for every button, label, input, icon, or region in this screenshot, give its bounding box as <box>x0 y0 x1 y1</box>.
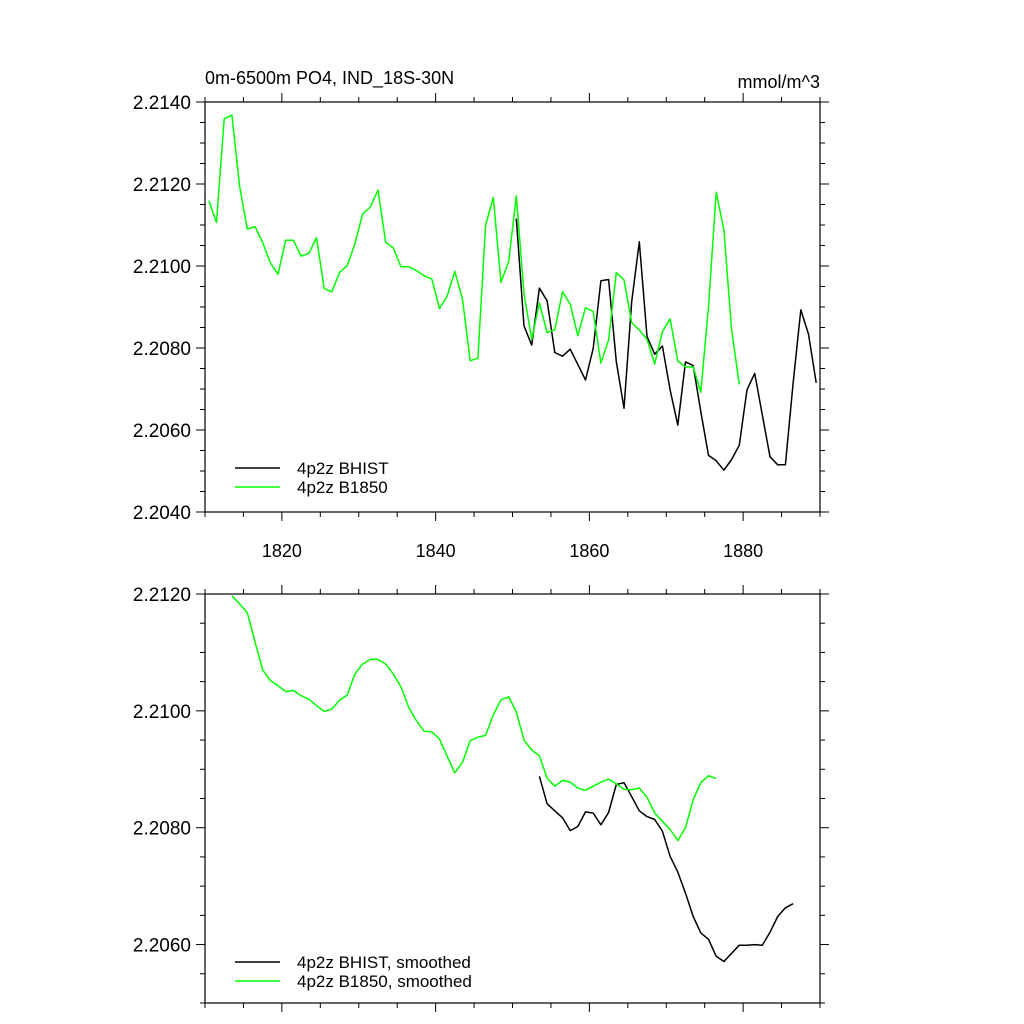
chart-title: 0m-6500m PO4, IND_18S-30N <box>205 68 454 89</box>
x-tick-label: 1880 <box>723 541 763 561</box>
legend-label: 4p2z BHIST, smoothed <box>297 953 471 972</box>
y-tick-label: 2.2120 <box>133 585 191 606</box>
legend-label: 4p2z BHIST <box>297 459 389 478</box>
series-line-0 <box>538 776 794 963</box>
x-tick-label: 1860 <box>569 541 609 561</box>
units-label: mmol/m^3 <box>738 72 820 92</box>
y-tick-label: 2.2140 <box>133 93 191 114</box>
y-tick-label: 2.2040 <box>133 503 191 524</box>
top-panel: 1820 1840 1860 1880 2.2040 2.2060 2.2080 2.2100… <box>133 93 829 561</box>
bottom-panel: 2.2060 2.2080 2.2100 2.2120 4p2z BHIST, smoo… <box>133 585 829 1012</box>
y-tick-label: 2.2080 <box>133 339 191 360</box>
legend-label: 4p2z B1850, smoothed <box>297 972 472 991</box>
plot-frame <box>204 101 821 513</box>
y-tick-label: 2.2060 <box>133 421 191 442</box>
plot-frame <box>204 593 821 1004</box>
series-line-1 <box>208 114 741 394</box>
y-tick-label: 2.2120 <box>133 175 191 196</box>
x-tick-label: 1820 <box>262 541 302 561</box>
y-tick-label: 2.2100 <box>133 257 191 278</box>
x-tick-label: 1840 <box>416 541 456 561</box>
y-tick-label: 2.2080 <box>133 819 191 840</box>
y-tick-label: 2.2100 <box>133 702 191 723</box>
series-line-0 <box>515 218 817 471</box>
legend-label: 4p2z B1850 <box>297 478 388 497</box>
y-tick-label: 2.2060 <box>133 936 191 957</box>
series-line-1 <box>231 595 717 842</box>
